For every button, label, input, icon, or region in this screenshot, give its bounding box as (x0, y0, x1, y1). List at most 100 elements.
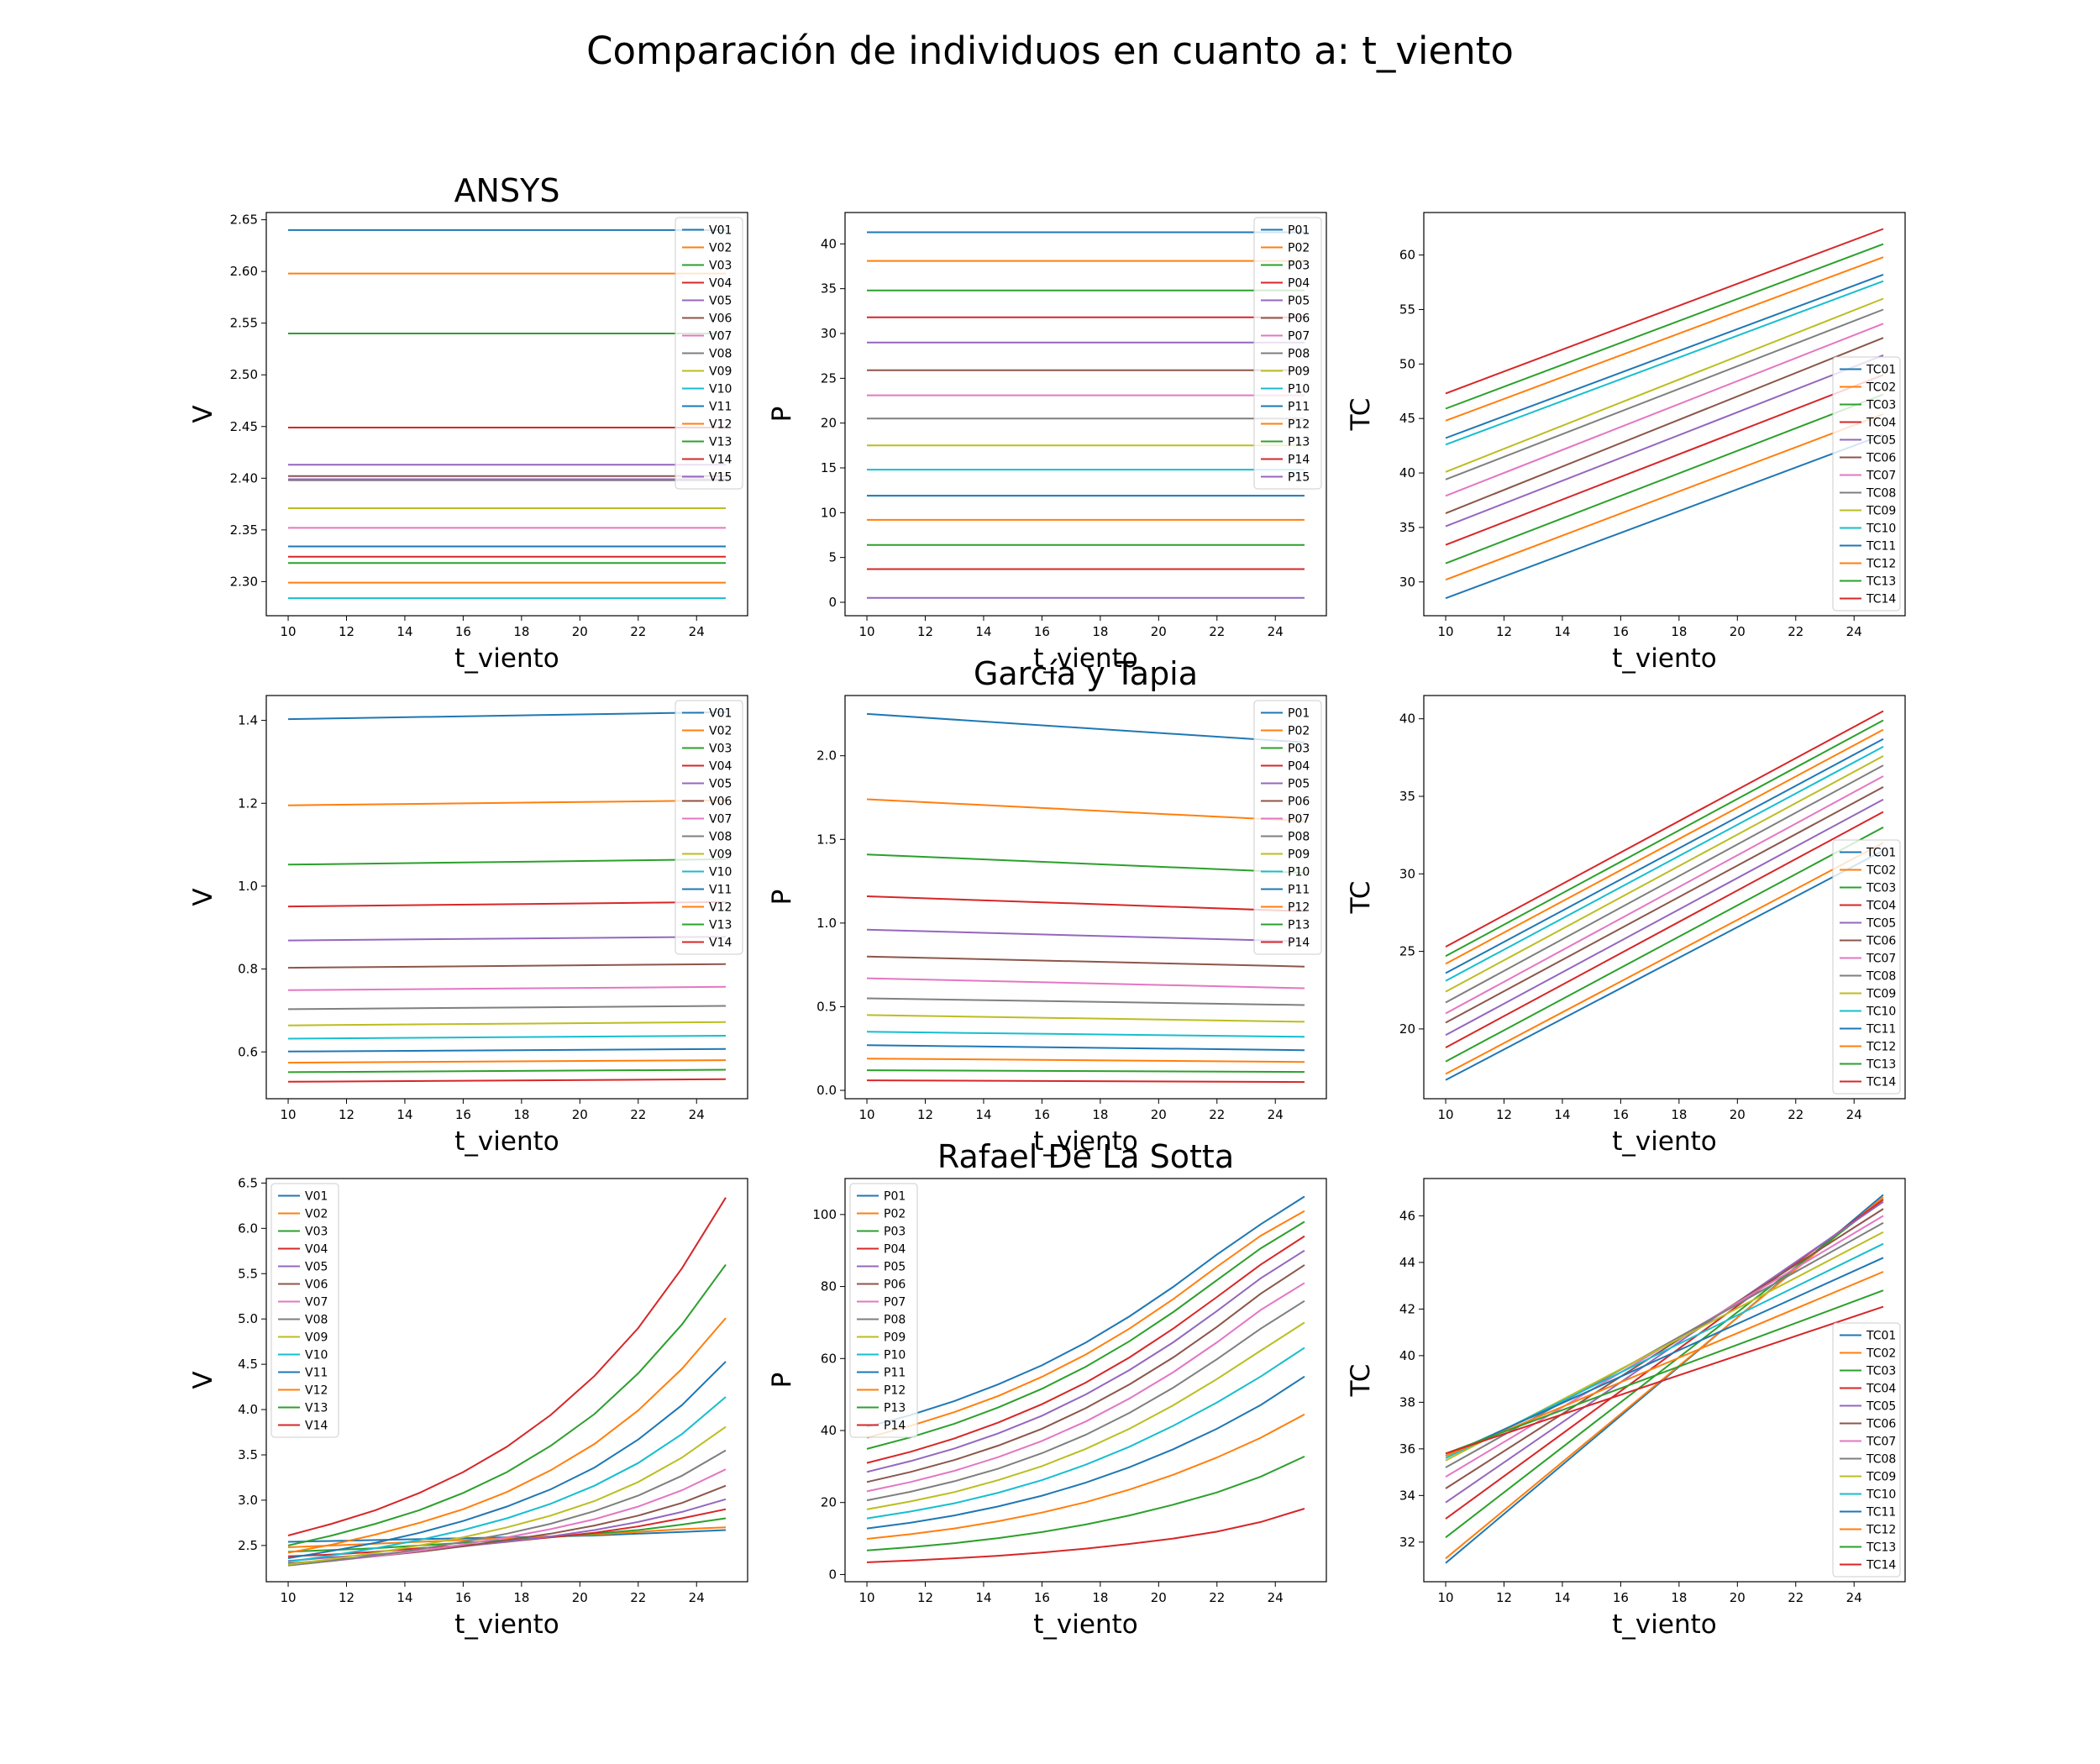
legend-entry: P08 (884, 1314, 906, 1327)
x-tick-label: 10 (858, 1590, 874, 1605)
series-line-P07 (866, 1282, 1305, 1493)
y-tick-label: 38 (1399, 1394, 1415, 1410)
series-line-V06 (287, 963, 727, 969)
legend-entry: TC02 (1866, 1347, 1896, 1361)
x-tick-label: 22 (1209, 1107, 1225, 1122)
legend-entry: P14 (1288, 454, 1310, 467)
legend-entry: V01 (305, 1190, 328, 1204)
x-tick-label: 12 (1496, 1590, 1512, 1605)
x-tick-label: 12 (339, 624, 354, 639)
legend-entry: TC08 (1866, 487, 1896, 501)
legend-entry: V06 (709, 312, 732, 326)
series-line-P01 (866, 1195, 1305, 1428)
subplot-6: 10 12 14 16 18 20 22 24 20 25 30 35 40 t_viento TC TC01… (1346, 695, 1906, 1157)
legend-frame (1253, 700, 1322, 955)
x-tick-label: 12 (917, 1107, 933, 1122)
legend-entry: TC03 (1866, 882, 1896, 895)
axes-frame (265, 695, 748, 1100)
series-line-P06 (866, 955, 1305, 968)
legend-frame (1832, 839, 1901, 1095)
legend-entry: V07 (709, 813, 732, 827)
x-tick-label: 10 (1437, 1590, 1453, 1605)
x-axis-label: t_viento (1612, 643, 1716, 674)
y-tick-label: 1.0 (238, 879, 258, 894)
legend-entry: V05 (709, 295, 732, 308)
subplot-3: 10 12 14 16 18 20 22 24 30 35 40 45 50 55 60 t_viento TC… (1346, 212, 1906, 674)
legend-entry: P08 (1288, 831, 1310, 844)
series-line-V09 (287, 1021, 727, 1026)
legend-entry: TC02 (1866, 381, 1896, 395)
y-tick-label: 40 (1399, 711, 1415, 727)
series-line-P04 (866, 895, 1305, 912)
legend-entry: V12 (305, 1384, 328, 1398)
x-tick-label: 16 (1613, 1590, 1629, 1605)
x-tick-label: 10 (858, 1107, 874, 1122)
y-tick-label: 2.50 (230, 367, 258, 382)
x-tick-label: 18 (1092, 1107, 1108, 1122)
y-tick-label: 46 (1399, 1208, 1415, 1223)
x-tick-label: 12 (339, 1107, 354, 1122)
x-tick-label: 16 (455, 624, 471, 639)
y-tick-label: 0.8 (238, 962, 258, 977)
legend-entry: P13 (884, 1402, 906, 1415)
legend-entry: P14 (884, 1420, 906, 1433)
series-line-V01 (287, 711, 727, 721)
y-tick-label: 5.5 (238, 1266, 258, 1281)
legend-entry: P07 (884, 1296, 906, 1310)
y-tick-label: 2.35 (230, 522, 258, 538)
legend-entry: V01 (709, 224, 732, 238)
series-line-TC06 (1445, 786, 1884, 1024)
legend-entry: P15 (1288, 471, 1310, 485)
legend-entry: P07 (1288, 813, 1310, 827)
y-tick-label: 35 (1399, 520, 1415, 535)
x-tick-label: 14 (975, 1590, 991, 1605)
series-line-P10 (866, 1347, 1305, 1520)
x-tick-label: 24 (1846, 624, 1862, 639)
series-lines (866, 1195, 1305, 1563)
y-tick-label: 3.0 (238, 1493, 258, 1508)
y-tick-label: 2.40 (230, 470, 258, 486)
y-axis-label: V (188, 888, 218, 906)
legend-entry: P05 (1288, 778, 1310, 791)
legend-entry: P02 (1288, 242, 1310, 255)
x-tick-label: 20 (1151, 1590, 1167, 1605)
y-tick-label: 20 (821, 416, 837, 431)
series-line-V08 (287, 1449, 727, 1567)
legend-entry: TC14 (1866, 593, 1896, 606)
legend-entry: TC14 (1866, 1559, 1896, 1572)
series-line-TC10 (1445, 280, 1884, 446)
x-tick-label: 14 (1554, 1590, 1570, 1605)
series-line-TC12 (1445, 256, 1884, 422)
series-line-V12 (287, 1317, 727, 1554)
x-tick-label: 10 (280, 1107, 296, 1122)
legend: TC01 TC02 TC03 TC04 TC05 TC06 TC07 TC08 TC09 TC10… (1832, 839, 1901, 1095)
x-tick-label: 18 (1671, 1590, 1687, 1605)
legend: P01 P02 P03 P04 P05 P06 P07 P08 P09 P10 P11 P12 P13 P… (849, 1183, 918, 1438)
series-line-V10 (287, 1396, 727, 1563)
series-line-TC11 (1445, 1257, 1884, 1457)
x-tick-label: 14 (396, 1590, 412, 1605)
series-line-V04 (287, 900, 727, 908)
series-line-P14 (866, 1079, 1305, 1084)
legend-frame (1832, 356, 1901, 612)
axes-frame (265, 212, 748, 617)
y-tick-label: 1.0 (816, 916, 837, 931)
legend-entry: TC04 (1866, 900, 1896, 913)
y-tick-label: 1.2 (238, 795, 258, 811)
legend-entry: TC10 (1866, 1488, 1896, 1502)
x-tick-label: 22 (1209, 624, 1225, 639)
x-tick-label: 24 (689, 624, 705, 639)
legend-entry: V02 (709, 725, 732, 738)
legend: V01 V02 V03 V04 V05 V06 V07 V08 V09 V10 V11 V12 V13 V… (675, 217, 743, 490)
x-tick-label: 18 (1671, 1107, 1687, 1122)
y-tick-label: 55 (1399, 302, 1415, 317)
legend-frame (849, 1183, 918, 1438)
y-tick-label: 40 (1399, 1348, 1415, 1363)
series-line-V08 (287, 1005, 727, 1011)
subplot-title: ANSYS (454, 172, 560, 209)
legend-entry: V04 (305, 1243, 328, 1257)
y-tick-label: 1.4 (238, 713, 258, 728)
legend-entry: V08 (305, 1314, 328, 1327)
series-line-TC04 (1445, 811, 1884, 1048)
y-tick-label: 40 (1399, 465, 1415, 480)
